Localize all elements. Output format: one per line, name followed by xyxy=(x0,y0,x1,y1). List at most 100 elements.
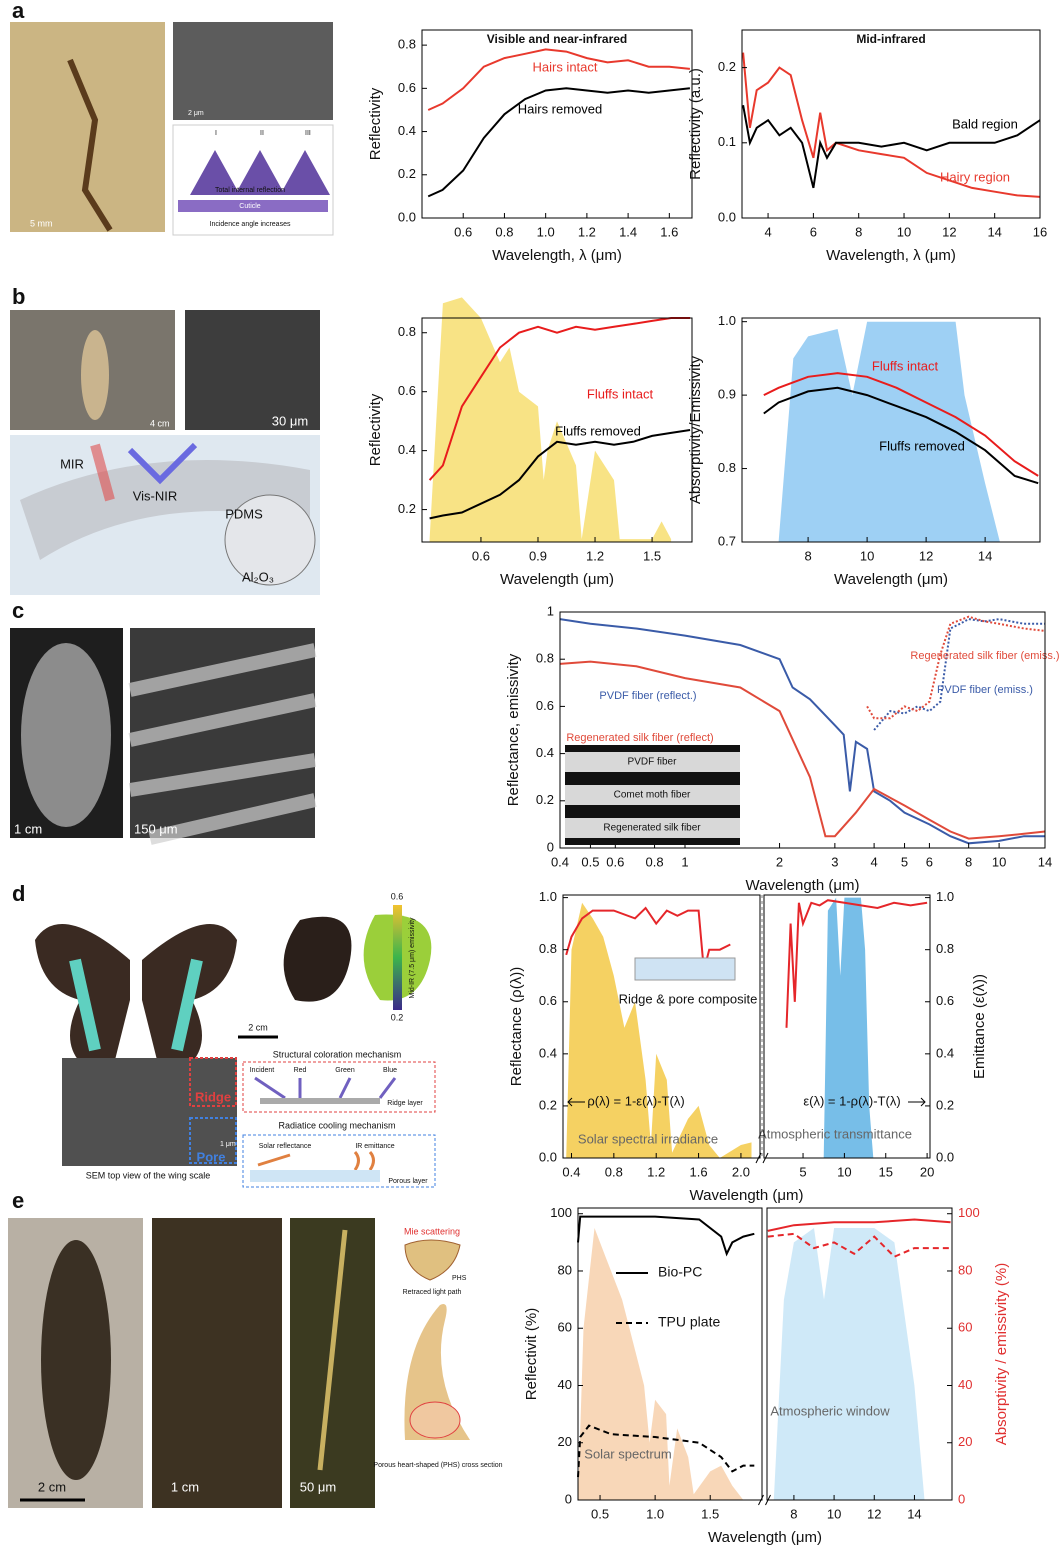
x-tick-label: 15 xyxy=(879,1164,893,1179)
series-label: PVDF fiber (reflect.) xyxy=(599,690,696,702)
series-label: Fluffs removed xyxy=(879,438,965,453)
line xyxy=(867,617,1045,719)
scale-label: 1 cm xyxy=(171,1479,199,1494)
label: Retraced light path xyxy=(403,1289,462,1296)
area xyxy=(430,297,671,542)
y-tick-label: 1 xyxy=(547,603,554,618)
label: Radiatice cooling mechanism xyxy=(278,1120,395,1130)
colorbar-label: 0.2 xyxy=(391,1012,404,1022)
x-tick-label: 1.6 xyxy=(690,1164,708,1179)
y-tick-label: 0.4 xyxy=(539,1045,557,1060)
label: Vis-NIR xyxy=(133,488,178,503)
cross-section xyxy=(410,1402,460,1438)
scale-label: 150 μm xyxy=(134,821,178,836)
x-tick-label: 14 xyxy=(987,224,1001,239)
x-tick-label: 5 xyxy=(799,1164,806,1179)
wing xyxy=(284,917,352,1002)
y-tick-label: 20 xyxy=(558,1434,572,1449)
y-tick-label: 0.0 xyxy=(398,209,416,224)
y2-tick-label: 100 xyxy=(958,1205,980,1220)
photo-detail xyxy=(81,330,109,420)
label: II xyxy=(260,130,264,137)
label: I xyxy=(215,130,217,137)
ridge-layer xyxy=(260,1098,380,1104)
line xyxy=(874,619,1045,730)
label: Porous layer xyxy=(388,1178,428,1185)
y-tick-label: 60 xyxy=(558,1320,572,1335)
y-tick-label: 0.2 xyxy=(718,59,736,74)
y-tick-label: 0.0 xyxy=(718,209,736,224)
y-tick-label: 0.8 xyxy=(539,941,557,956)
y-tick-label: 0.0 xyxy=(539,1149,557,1164)
scale-label: 4 cm xyxy=(150,418,170,428)
panel-label: b xyxy=(12,284,25,309)
y2-axis-label: Emittance (ε(λ)) xyxy=(971,974,988,1079)
x-tick-label: 1.0 xyxy=(646,1506,664,1521)
y-axis-label: Reflectivit (%) xyxy=(523,1308,540,1401)
x-tick-label: 1.5 xyxy=(701,1506,719,1521)
legend-label: Bio-PC xyxy=(658,1264,702,1280)
x-axis-label: Wavelength, λ (μm) xyxy=(492,247,622,264)
x-tick-label: 0.8 xyxy=(646,854,664,869)
label: III xyxy=(305,130,311,137)
y-tick-label: 0.8 xyxy=(718,460,736,475)
y2-tick-label: 80 xyxy=(958,1262,972,1277)
x-tick-label: 4 xyxy=(870,854,877,869)
y-tick-label: 0.6 xyxy=(398,383,416,398)
photo xyxy=(10,22,165,232)
scale-label: 2 cm xyxy=(38,1479,66,1494)
y-axis-label: Reflectance, emissivity xyxy=(505,653,522,806)
x-tick-label: 14 xyxy=(907,1506,921,1521)
x-tick-label: 0.6 xyxy=(606,854,624,869)
x-tick-label: 1 xyxy=(681,854,688,869)
arrow xyxy=(908,1098,925,1106)
x-axis-label: Wavelength (μm) xyxy=(500,571,614,588)
y-tick-label: 0 xyxy=(565,1491,572,1506)
x-axis-label: Wavelength (μm) xyxy=(690,1187,804,1204)
colorbar-label: 0.6 xyxy=(391,891,404,901)
x-tick-label: 1.6 xyxy=(660,224,678,239)
colorbar-title: Mid-IR (7.5 μm) emissivity xyxy=(409,917,416,999)
annotation: Ridge & pore composite xyxy=(619,991,758,1006)
y-tick-label: 0.2 xyxy=(398,501,416,516)
y-tick-label: 0.6 xyxy=(536,698,554,713)
x-tick-label: 14 xyxy=(1038,854,1052,869)
area xyxy=(824,898,874,1158)
x-tick-label: 1.2 xyxy=(647,1164,665,1179)
x-tick-label: 12 xyxy=(919,548,933,563)
series-label: Hairs removed xyxy=(518,101,603,116)
area xyxy=(774,1228,925,1500)
scale-label: 1 cm xyxy=(14,821,42,836)
y-tick-label: 80 xyxy=(558,1262,572,1277)
scale-label: 1 μm xyxy=(220,1141,236,1148)
figure: a 5 mm 2 μm I II III Total internal refl… xyxy=(0,0,1062,1551)
area xyxy=(566,903,751,1158)
area xyxy=(779,322,1000,542)
x-tick-label: 0.8 xyxy=(495,224,513,239)
x-tick-label: 2 xyxy=(776,854,783,869)
x-tick-label: 1.4 xyxy=(619,224,637,239)
chart-title: Visible and near-infrared xyxy=(487,32,628,46)
x-tick-label: 1.5 xyxy=(643,548,661,563)
y2-tick-label: 0.6 xyxy=(936,993,954,1008)
series-label: Hairy region xyxy=(940,169,1010,184)
scale-label: 2 cm xyxy=(248,1022,268,1032)
x-tick-label: 10 xyxy=(827,1506,841,1521)
y-tick-label: 0.6 xyxy=(398,80,416,95)
series-label: Regenerated silk fiber (emiss.) xyxy=(910,650,1059,662)
label: PHS xyxy=(452,1275,467,1282)
label: Mie scattering xyxy=(404,1226,460,1236)
series-label: Fluffs intact xyxy=(872,358,939,373)
y-tick-label: 0.4 xyxy=(536,745,554,760)
label: Porous heart-shaped (PHS) cross section xyxy=(373,1462,502,1469)
y2-tick-label: 0.0 xyxy=(936,1149,954,1164)
x-tick-label: 10 xyxy=(897,224,911,239)
series-label: Solar spectral irradiance xyxy=(578,1131,718,1146)
x-tick-label: 8 xyxy=(855,224,862,239)
x-tick-label: 6 xyxy=(810,224,817,239)
y2-tick-label: 40 xyxy=(958,1377,972,1392)
y-tick-label: 0.8 xyxy=(398,37,416,52)
series-label: Solar spectrum xyxy=(584,1446,671,1461)
x-tick-label: 4 xyxy=(764,224,771,239)
x-tick-label: 0.6 xyxy=(472,548,490,563)
